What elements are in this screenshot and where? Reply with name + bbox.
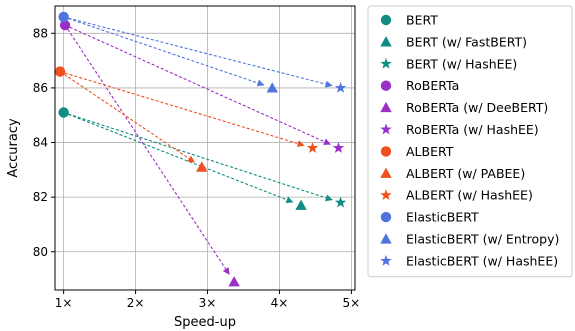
legend-marker: [380, 233, 392, 244]
arrow: [63, 16, 333, 88]
legend-marker: [380, 167, 392, 178]
legend-marker: [380, 189, 392, 201]
arrow: [63, 16, 265, 87]
y-tick-label: 80: [33, 245, 48, 259]
arrow: [63, 111, 294, 204]
arrow: [59, 71, 195, 163]
legend-marker: [380, 254, 392, 266]
x-tick-label: 2×: [127, 296, 145, 310]
x-axis-label: Speed-up: [174, 315, 236, 330]
data-point: [266, 82, 278, 93]
y-axis-label: Accuracy: [6, 118, 21, 178]
y-tick-label: 84: [33, 136, 48, 150]
data-point: [332, 142, 345, 153]
data-point: [196, 161, 208, 172]
y-tick-label: 82: [33, 190, 48, 204]
data-point: [228, 276, 240, 287]
data-point: [306, 142, 319, 153]
data-point: [59, 19, 71, 31]
x-tick-label: 5×: [343, 296, 361, 310]
y-axis-ticks: 80 82 84 86 88: [33, 26, 55, 259]
x-axis-ticks: 1× 2× 3× 4× 5×: [55, 290, 360, 310]
legend-label: BERT (w/ FastBERT): [406, 34, 527, 49]
legend-label: BERT (w/ HashEE): [406, 56, 517, 71]
y-tick-label: 88: [33, 26, 48, 40]
legend-label: ALBERT (w/ HashEE): [406, 188, 533, 203]
legend-label: ElasticBERT (w/ HashEE): [406, 253, 558, 268]
data-point: [58, 107, 69, 118]
data-points: [54, 11, 347, 287]
y-tick-label: 86: [33, 81, 48, 95]
arrows: [59, 16, 333, 275]
legend-marker: [380, 14, 392, 26]
data-point: [295, 199, 307, 210]
legend-marker: [380, 123, 392, 135]
legend-label: RoBERTa (w/ DeeBERT): [406, 100, 548, 115]
x-tick-label: 4×: [271, 296, 289, 310]
legend: BERT BERT (w/ FastBERT) BERT (w/ HashEE) Ro…: [367, 5, 573, 278]
legend-marker: [380, 211, 392, 223]
legend-label: ElasticBERT: [406, 210, 479, 225]
x-tick-label: 3×: [199, 296, 217, 310]
legend-label: RoBERTa: [406, 78, 459, 93]
legend-marker: [380, 57, 392, 69]
legend-frame: [367, 5, 573, 278]
arrow: [64, 24, 331, 145]
legend-label: ElasticBERT (w/ Entropy): [406, 232, 559, 247]
legend-marker: [380, 101, 392, 113]
grid: [55, 6, 355, 290]
legend-marker: [380, 80, 392, 91]
plot-frame: [54, 5, 356, 291]
data-point: [54, 66, 66, 77]
data-point: [334, 81, 347, 93]
arrow: [63, 111, 333, 202]
legend-label: ALBERT: [406, 144, 454, 159]
x-tick-label: 1×: [55, 296, 73, 310]
data-point: [58, 11, 69, 23]
arrow: [59, 71, 305, 147]
data-point: [334, 196, 347, 208]
legend-label: BERT: [406, 13, 438, 28]
legend-marker: [380, 36, 392, 47]
legend-label: RoBERTa (w/ HashEE): [406, 122, 539, 137]
legend-label: ALBERT (w/ PABEE): [406, 166, 525, 181]
legend-marker: [380, 146, 392, 157]
